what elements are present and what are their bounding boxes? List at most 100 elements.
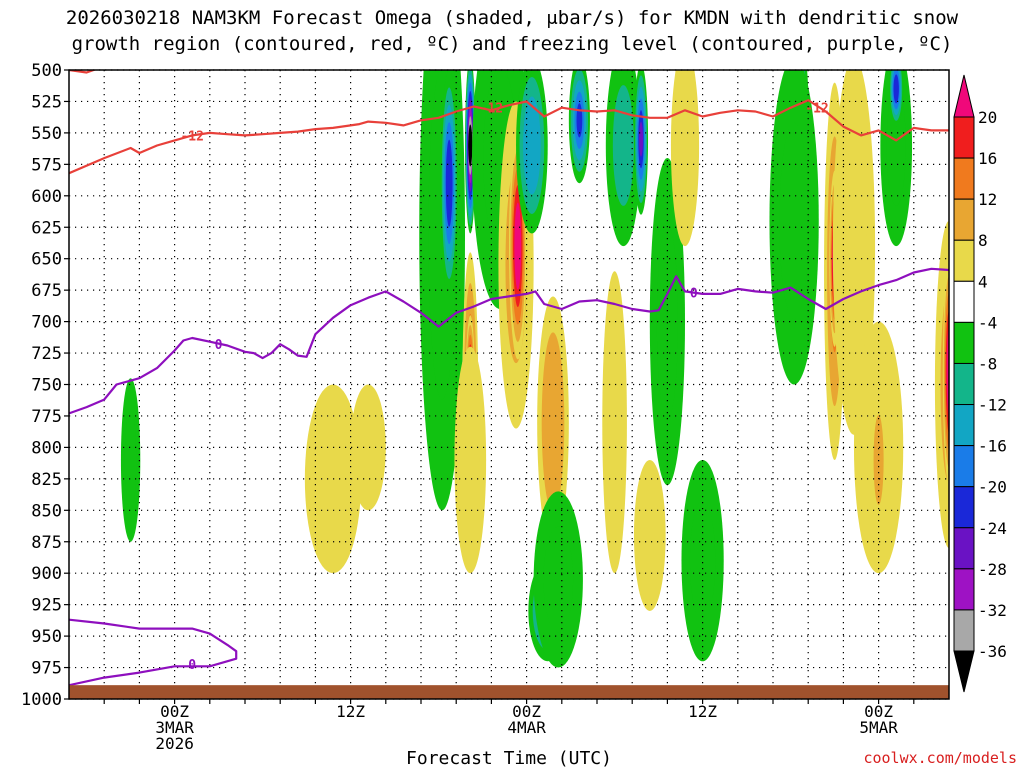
contour-dgz-upper [69, 99, 949, 175]
blob-green-h-level-1 [779, 122, 809, 320]
dgz-label-2: -12 [805, 102, 828, 117]
blob-yellow-g [633, 459, 666, 611]
x-tick-label-4-0: 00Z [864, 702, 893, 721]
ground-surface [69, 685, 949, 699]
colorbar-label-1: 16 [978, 149, 997, 168]
colorbar-label-5: -4 [978, 313, 997, 332]
blob-green-f [649, 158, 686, 486]
x-axis-title: Forecast Time (UTC) [406, 748, 612, 768]
blob-blue-c [633, 70, 649, 215]
dgz-label-0: -12 [180, 129, 203, 144]
blob-pink-b-level-5 [515, 219, 520, 273]
blob-yellow-e [537, 296, 569, 549]
x-tick-label-1-0: 12Z [336, 702, 365, 721]
blob-orange-c-level-2 [875, 433, 882, 487]
blob-black-a-level-9 [468, 132, 473, 159]
blob-cyan-a [516, 70, 548, 234]
blob-blue-c-level-5 [639, 121, 643, 157]
blob-yellow-b-level-1 [357, 409, 379, 486]
y-tick-label-700: 700 [31, 313, 62, 333]
x-tick-label-2-0: 00Z [512, 702, 541, 721]
blob-yellow-f-level-1 [607, 331, 622, 513]
y-tick-label-850: 850 [31, 501, 62, 521]
chart-title-line-2: growth region (contoured, red, ºC) and f… [72, 33, 953, 55]
plot-area: -12 -12 -12 0 0 0 500 525 550 575 600 625 650 675 700… [21, 61, 950, 753]
omega-shading-layer [120, 70, 949, 668]
y-tick-label-925: 925 [31, 596, 62, 616]
colorbar-swatch-1 [953, 157, 975, 200]
blob-yellow-f [602, 271, 627, 574]
y-tick-label-675: 675 [31, 281, 62, 301]
blob-yellow-c-level-1 [460, 392, 480, 528]
dgz-label-1: -12 [480, 102, 503, 117]
colorbar-label-2: 12 [978, 190, 997, 209]
blob-blue-b-level-4 [576, 103, 583, 138]
blob-orange-c [871, 397, 886, 523]
blob-pink-d [942, 258, 949, 486]
colorbar-label-9: -20 [978, 478, 1007, 497]
x-tick-label-0-2: 2026 [155, 734, 194, 753]
y-tick-label-1000: 1000 [21, 690, 62, 710]
blob-green-h [769, 70, 819, 385]
colorbar-swatch-8 [953, 445, 975, 488]
blob-blue-e [889, 70, 904, 127]
blob-yellow-i-level-1 [841, 132, 867, 360]
colorbar-swatch-5 [953, 321, 975, 364]
freezing-label-2: 0 [188, 658, 196, 673]
y-tick-label-750: 750 [31, 376, 62, 396]
y-tick-label-775: 775 [31, 407, 62, 427]
y-tick-label-875: 875 [31, 533, 62, 553]
colorbar-label-10: -24 [978, 519, 1007, 538]
y-tick-label-500: 500 [31, 61, 62, 81]
blob-green-a [120, 378, 141, 542]
blob-green-d-level-1 [543, 526, 574, 633]
contour-layer: -12 -12 -12 0 0 0 [69, 70, 949, 687]
y-tick-label-725: 725 [31, 344, 62, 364]
x-tick-label-2-1: 4MAR [507, 718, 546, 737]
y-tick-label-575: 575 [31, 155, 62, 175]
y-tick-label-550: 550 [31, 124, 62, 144]
colorbar-swatch-7 [953, 404, 975, 447]
contour-freezing-level-low [69, 618, 238, 687]
colorbar-label-0: 20 [978, 108, 997, 127]
x-tick-label-0-0: 00Z [160, 702, 189, 721]
colorbar-swatch-6 [953, 362, 975, 406]
colorbar-bottom-arrow [953, 650, 975, 693]
y-tick-label-625: 625 [31, 218, 62, 238]
blob-yellow-h-level-1 [676, 85, 694, 206]
colorbar-swatch-0 [953, 116, 975, 159]
colorbar-swatch-12 [953, 609, 975, 652]
y-tick-label-900: 900 [31, 564, 62, 584]
colorbar-swatch-2 [953, 198, 975, 241]
colorbar-swatch-4 [953, 280, 975, 323]
colorbar-swatch-10 [953, 527, 975, 570]
y-tick-label-800: 800 [31, 438, 62, 458]
colorbar-label-13: -36 [978, 642, 1007, 661]
y-tick-label-650: 650 [31, 250, 62, 270]
colorbar-label-7: -12 [978, 396, 1007, 415]
y-axis: 500 525 550 575 600 625 650 675 700 725 750 775 800 8… [21, 61, 69, 710]
blob-yellow-c [454, 346, 487, 574]
blob-yellow-g-level-1 [640, 490, 660, 581]
colorbar-swatch-11 [953, 568, 975, 611]
blob-green-g-level-1 [689, 500, 716, 622]
blob-yellow-e-level-2 [546, 368, 560, 477]
blob-blue-a [440, 70, 458, 297]
colorbar: 20 16 12 8 4 -4 -8 -12 -16 -20 -24 -28 -32 -36 [953, 74, 1007, 693]
chart-title-line-1: 2026030218 NAM3KM Forecast Omega (shaded… [66, 7, 959, 29]
blob-blue-e-level-5 [894, 80, 899, 98]
freezing-label-1: 0 [690, 287, 698, 302]
blob-green-e-level-1 [612, 85, 634, 206]
blob-green-g [681, 459, 724, 662]
blob-green-f-level-1 [656, 223, 678, 420]
y-tick-label-525: 525 [31, 92, 62, 112]
contour-dgz-upper-tail [69, 70, 97, 74]
contour-freezing-level [69, 267, 949, 415]
blob-green-a-level-1 [124, 410, 137, 510]
x-tick-label-3-0: 12Z [688, 702, 717, 721]
y-tick-label-600: 600 [31, 187, 62, 207]
blob-blue-b [568, 70, 590, 184]
blob-yellow-h [670, 70, 700, 247]
